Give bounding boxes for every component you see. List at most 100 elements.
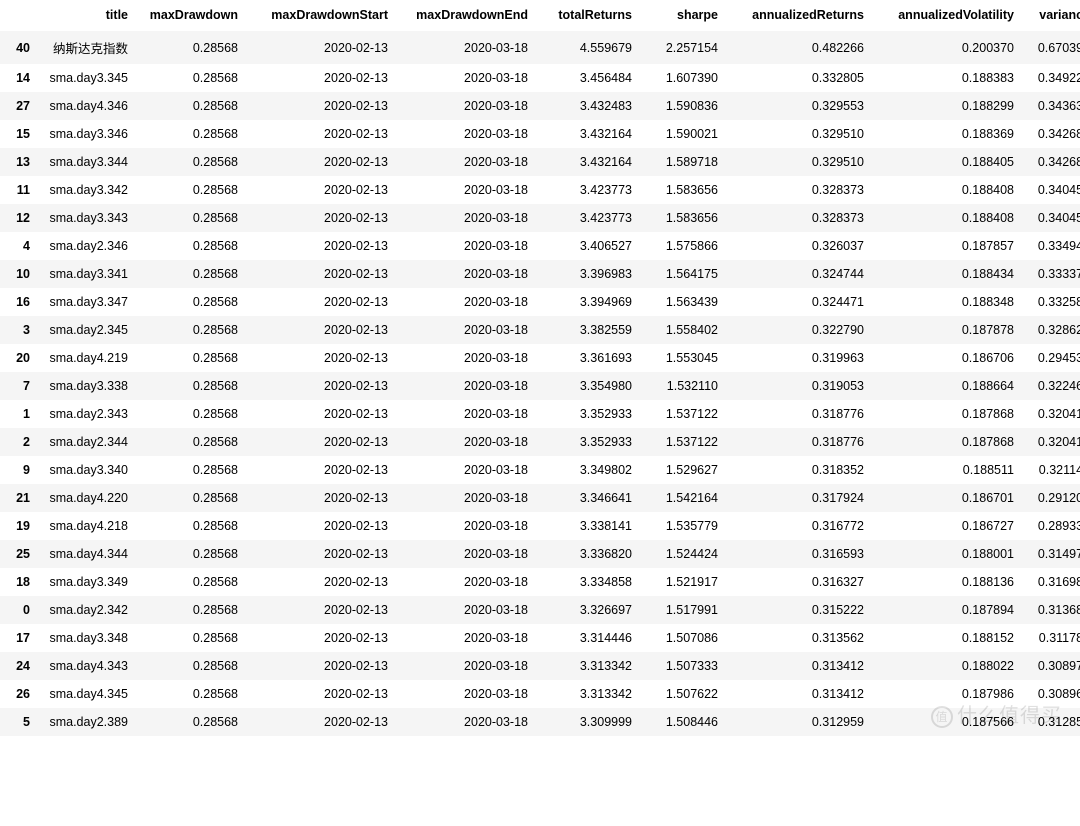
cell-idx: 19 bbox=[0, 512, 36, 540]
cell-idx: 5 bbox=[0, 708, 36, 736]
cell-avol: 0.187857 bbox=[870, 232, 1020, 260]
cell-idx: 1 bbox=[0, 400, 36, 428]
cell-mdde: 2020-03-18 bbox=[394, 176, 534, 204]
cell-var: 0.289336 bbox=[1020, 512, 1080, 540]
cell-mdds: 2020-02-13 bbox=[244, 568, 394, 596]
cell-mdd: 0.28568 bbox=[134, 680, 244, 708]
cell-shp: 1.507333 bbox=[638, 652, 724, 680]
cell-title: sma.day3.346 bbox=[36, 120, 134, 148]
cell-title: sma.day3.338 bbox=[36, 372, 134, 400]
cell-mdd: 0.28568 bbox=[134, 344, 244, 372]
cell-tret: 3.456484 bbox=[534, 64, 638, 92]
cell-mdds: 2020-02-13 bbox=[244, 484, 394, 512]
cell-mdd: 0.28568 bbox=[134, 372, 244, 400]
cell-tret: 3.406527 bbox=[534, 232, 638, 260]
cell-mdd: 0.28568 bbox=[134, 92, 244, 120]
cell-avol: 0.188136 bbox=[870, 568, 1020, 596]
table-row: 15sma.day3.3460.285682020-02-132020-03-1… bbox=[0, 120, 1080, 148]
cell-title: sma.day4.345 bbox=[36, 680, 134, 708]
cell-var: 0.314978 bbox=[1020, 540, 1080, 568]
table-body: 40纳斯达克指数0.285682020-02-132020-03-184.559… bbox=[0, 31, 1080, 737]
cell-mdde: 2020-03-18 bbox=[394, 92, 534, 120]
col-header-shp: sharpe bbox=[638, 0, 724, 31]
table-row: 13sma.day3.3440.285682020-02-132020-03-1… bbox=[0, 148, 1080, 176]
cell-tret: 3.309999 bbox=[534, 708, 638, 736]
cell-shp: 1.553045 bbox=[638, 344, 724, 372]
cell-shp: 1.532110 bbox=[638, 372, 724, 400]
cell-mdd: 0.28568 bbox=[134, 484, 244, 512]
cell-title: sma.day2.342 bbox=[36, 596, 134, 624]
cell-tret: 3.361693 bbox=[534, 344, 638, 372]
cell-idx: 21 bbox=[0, 484, 36, 512]
cell-title: sma.day2.344 bbox=[36, 428, 134, 456]
cell-mdde: 2020-03-18 bbox=[394, 64, 534, 92]
cell-shp: 1.564175 bbox=[638, 260, 724, 288]
cell-mdde: 2020-03-18 bbox=[394, 260, 534, 288]
cell-aret: 0.326037 bbox=[724, 232, 870, 260]
cell-idx: 25 bbox=[0, 540, 36, 568]
table-row: 24sma.day4.3430.285682020-02-132020-03-1… bbox=[0, 652, 1080, 680]
cell-mdds: 2020-02-13 bbox=[244, 288, 394, 316]
cell-mdd: 0.28568 bbox=[134, 456, 244, 484]
cell-shp: 1.524424 bbox=[638, 540, 724, 568]
cell-mdd: 0.28568 bbox=[134, 204, 244, 232]
cell-mdds: 2020-02-13 bbox=[244, 316, 394, 344]
cell-tret: 3.313342 bbox=[534, 680, 638, 708]
cell-aret: 0.328373 bbox=[724, 204, 870, 232]
cell-tret: 3.352933 bbox=[534, 428, 638, 456]
cell-var: 0.308967 bbox=[1020, 680, 1080, 708]
cell-mdde: 2020-03-18 bbox=[394, 680, 534, 708]
cell-var: 0.334943 bbox=[1020, 232, 1080, 260]
cell-aret: 0.313562 bbox=[724, 624, 870, 652]
cell-var: 0.340452 bbox=[1020, 204, 1080, 232]
cell-var: 0.322463 bbox=[1020, 372, 1080, 400]
cell-shp: 1.521917 bbox=[638, 568, 724, 596]
cell-var: 0.311788 bbox=[1020, 624, 1080, 652]
cell-mdds: 2020-02-13 bbox=[244, 680, 394, 708]
table-row: 21sma.day4.2200.285682020-02-132020-03-1… bbox=[0, 484, 1080, 512]
cell-title: sma.day3.347 bbox=[36, 288, 134, 316]
cell-title: sma.day4.346 bbox=[36, 92, 134, 120]
cell-var: 0.349227 bbox=[1020, 64, 1080, 92]
cell-tret: 3.313342 bbox=[534, 652, 638, 680]
cell-mdde: 2020-03-18 bbox=[394, 288, 534, 316]
cell-mdde: 2020-03-18 bbox=[394, 428, 534, 456]
cell-tret: 3.354980 bbox=[534, 372, 638, 400]
table-row: 19sma.day4.2180.285682020-02-132020-03-1… bbox=[0, 512, 1080, 540]
cell-var: 0.343636 bbox=[1020, 92, 1080, 120]
cell-title: sma.day3.340 bbox=[36, 456, 134, 484]
cell-tret: 3.423773 bbox=[534, 176, 638, 204]
cell-idx: 2 bbox=[0, 428, 36, 456]
cell-mdds: 2020-02-13 bbox=[244, 176, 394, 204]
cell-idx: 20 bbox=[0, 344, 36, 372]
cell-mdde: 2020-03-18 bbox=[394, 456, 534, 484]
cell-mdds: 2020-02-13 bbox=[244, 596, 394, 624]
col-header-aret: annualizedReturns bbox=[724, 0, 870, 31]
cell-var: 0.342684 bbox=[1020, 120, 1080, 148]
cell-mdd: 0.28568 bbox=[134, 288, 244, 316]
cell-mdd: 0.28568 bbox=[134, 652, 244, 680]
cell-avol: 0.187986 bbox=[870, 680, 1020, 708]
cell-aret: 0.316772 bbox=[724, 512, 870, 540]
table-row: 9sma.day3.3400.285682020-02-132020-03-18… bbox=[0, 456, 1080, 484]
table-row: 10sma.day3.3410.285682020-02-132020-03-1… bbox=[0, 260, 1080, 288]
table-row: 40纳斯达克指数0.285682020-02-132020-03-184.559… bbox=[0, 31, 1080, 65]
cell-mdds: 2020-02-13 bbox=[244, 652, 394, 680]
cell-avol: 0.187868 bbox=[870, 400, 1020, 428]
cell-aret: 0.324744 bbox=[724, 260, 870, 288]
cell-avol: 0.188299 bbox=[870, 92, 1020, 120]
metrics-table: titlemaxDrawdownmaxDrawdownStartmaxDrawd… bbox=[0, 0, 1080, 736]
cell-tret: 3.349802 bbox=[534, 456, 638, 484]
cell-tret: 3.432164 bbox=[534, 148, 638, 176]
cell-title: sma.day2.345 bbox=[36, 316, 134, 344]
cell-avol: 0.188369 bbox=[870, 120, 1020, 148]
cell-shp: 1.583656 bbox=[638, 204, 724, 232]
cell-shp: 1.563439 bbox=[638, 288, 724, 316]
cell-tret: 3.394969 bbox=[534, 288, 638, 316]
cell-mdde: 2020-03-18 bbox=[394, 232, 534, 260]
cell-title: sma.day3.341 bbox=[36, 260, 134, 288]
cell-shp: 1.507622 bbox=[638, 680, 724, 708]
cell-title: sma.day2.346 bbox=[36, 232, 134, 260]
cell-var: 0.670394 bbox=[1020, 31, 1080, 65]
col-header-tret: totalReturns bbox=[534, 0, 638, 31]
